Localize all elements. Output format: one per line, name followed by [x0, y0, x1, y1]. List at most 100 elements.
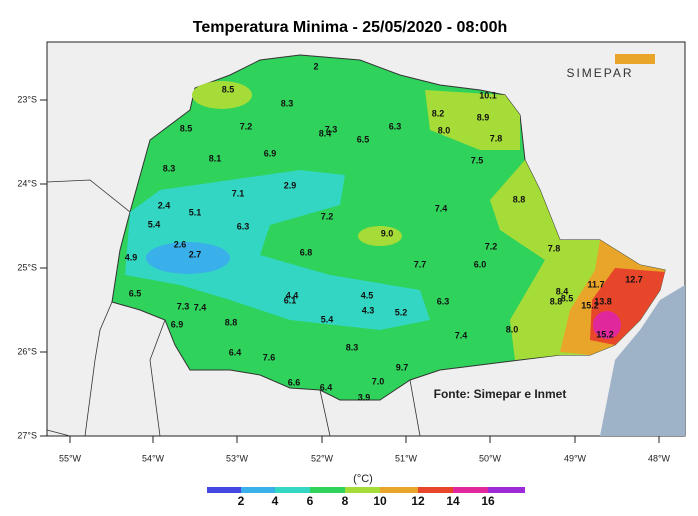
legend-label: 4	[272, 494, 279, 508]
station-value: 7.4	[455, 330, 468, 340]
station-value: 12.7	[625, 274, 643, 284]
cool-zone	[125, 170, 430, 330]
legend-swatch	[310, 487, 345, 493]
station-value: 8.8	[225, 317, 238, 327]
lon-label: 55°W	[59, 453, 82, 463]
station-value: 15.2	[581, 300, 599, 310]
station-value: 8.5	[180, 123, 193, 133]
lon-label: 53°W	[226, 453, 249, 463]
station-value: 6.3	[237, 221, 250, 231]
station-value: 6.8	[300, 247, 313, 257]
warm-zone	[358, 226, 402, 246]
station-value: 8.4	[556, 286, 569, 296]
lat-label: 23°S	[17, 94, 37, 104]
cold-zone	[146, 242, 230, 274]
legend-label: 6	[307, 494, 314, 508]
station-value: 8.5	[222, 84, 235, 94]
station-value: 6.3	[437, 296, 450, 306]
station-value: 2.6	[174, 239, 187, 249]
lon-label: 51°W	[395, 453, 418, 463]
station-value: 10.1	[479, 90, 497, 100]
station-value: 6.9	[264, 148, 277, 158]
station-value: 5.4	[321, 314, 334, 324]
legend-swatch	[241, 487, 275, 493]
station-value: 8.3	[163, 163, 176, 173]
station-value: 8.4	[319, 128, 332, 138]
station-value: 4.4	[286, 290, 299, 300]
border	[46, 179, 421, 437]
station-value: 8.9	[477, 112, 490, 122]
station-value: 7.7	[414, 259, 427, 269]
lon-label: 48°W	[648, 453, 671, 463]
warm-zone	[192, 81, 252, 109]
station-value: 8.8	[513, 194, 526, 204]
station-value: 2.7	[189, 249, 202, 259]
station-value: 6.5	[129, 288, 142, 298]
station-value: 7.2	[240, 121, 253, 131]
station-value: 5.2	[395, 307, 408, 317]
lat-label: 25°S	[17, 262, 37, 272]
station-value: 6.1	[284, 295, 297, 305]
station-value: 2.4	[158, 200, 171, 210]
station-value: 8.8	[550, 296, 563, 306]
station-value: 15.2	[596, 329, 614, 339]
ocean	[600, 285, 685, 436]
station-value: 4.5	[361, 290, 374, 300]
station-value: 8.0	[438, 125, 451, 135]
station-value: 9.0	[381, 228, 394, 238]
legend-label: 14	[446, 494, 460, 508]
station-value: 7.2	[321, 211, 334, 221]
lat-label: 27°S	[17, 430, 37, 440]
dynamic-layer: 23°S 24°S 25°S 26°S 27°S 55°W 54°W 53°W 52°W 51°W…	[17, 61, 670, 508]
legend-label: 8	[342, 494, 349, 508]
legend-swatch	[488, 487, 525, 493]
station-value: 8.2	[432, 108, 445, 118]
station-value: 8.5	[561, 293, 574, 303]
legend-swatch	[345, 487, 380, 493]
station-value: 7.2	[485, 241, 498, 251]
station-value: 2.9	[284, 180, 297, 190]
station-value: 6.6	[288, 377, 301, 387]
source: Fonte: Simepar e Inmet	[434, 387, 567, 401]
title: Temperatura Minima - 25/05/2020 - 08:00h	[193, 19, 508, 36]
legend-swatch	[418, 487, 453, 493]
legend-label: 16	[481, 494, 495, 508]
station-value: 5.4	[148, 219, 161, 229]
legend-swatch	[453, 487, 488, 493]
legend-swatch	[380, 487, 418, 493]
station-value: 11.7	[587, 279, 604, 289]
station-value: 7.8	[490, 133, 503, 143]
station-value: 6.4	[229, 347, 242, 357]
station-value: 8.1	[209, 153, 222, 163]
warm-zone	[425, 90, 520, 150]
station-value: 3.9	[358, 392, 371, 402]
station-value: 8.3	[346, 342, 359, 352]
station-value: 4.3	[362, 305, 375, 315]
station-value: 7.4	[194, 302, 207, 312]
legend-swatch	[207, 487, 241, 493]
legend-label: 12	[411, 494, 425, 508]
logo: SIMEPAR	[566, 66, 633, 80]
station-value: 5.1	[189, 207, 202, 217]
station-value: 13.8	[594, 296, 612, 306]
station-value: 2	[313, 61, 318, 71]
station-value: 6.4	[320, 382, 333, 392]
lon-label: 52°W	[311, 453, 334, 463]
station-value: 9.7	[396, 362, 409, 372]
station-value: 6.3	[389, 121, 402, 131]
logo-mark	[615, 54, 655, 64]
station-value: 6.9	[171, 319, 184, 329]
lat-label: 26°S	[17, 346, 37, 356]
station-value: 7.1	[232, 188, 245, 198]
lat-label: 24°S	[17, 178, 37, 188]
station-value: 8.3	[281, 98, 294, 108]
hottest-zone	[593, 311, 621, 339]
station-value: 7.0	[372, 376, 385, 386]
station-value: 6.0	[474, 259, 487, 269]
station-value: 4.9	[125, 252, 138, 262]
station-value: 7.3	[177, 301, 190, 311]
station-value: 8.0	[506, 324, 519, 334]
legend-label: 2	[238, 494, 245, 508]
station-value: 7.5	[471, 155, 484, 165]
